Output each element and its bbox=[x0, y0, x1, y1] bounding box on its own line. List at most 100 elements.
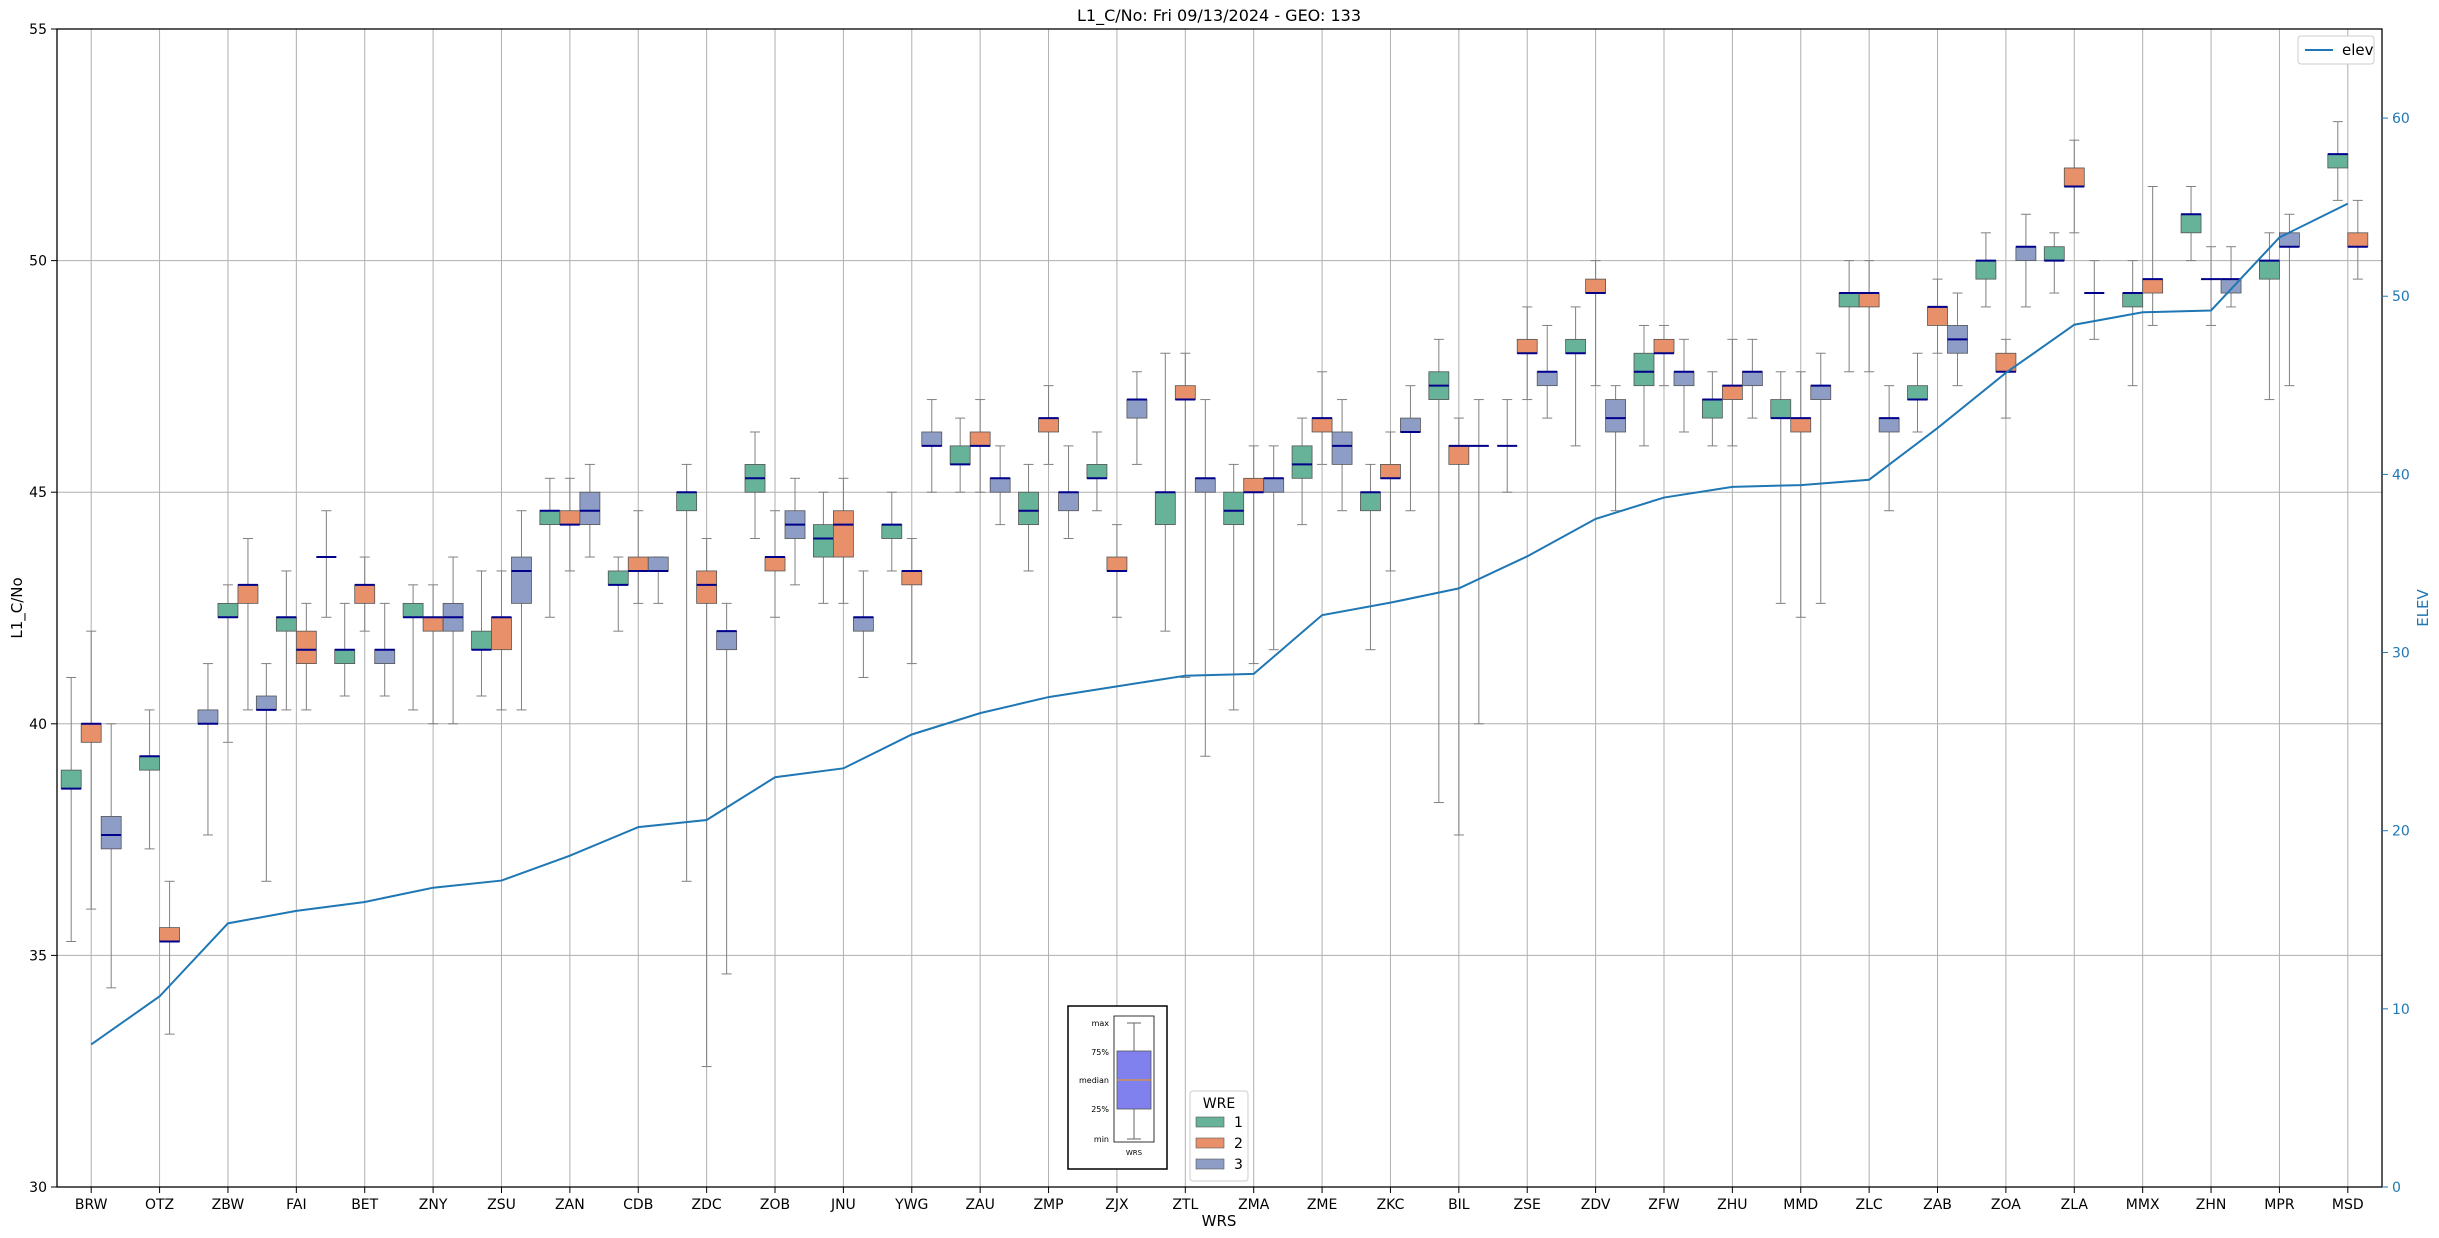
box-key-inset: max 75% median 25% min WRS bbox=[1067, 1005, 1168, 1170]
y2-tick-label: 20 bbox=[2392, 824, 2410, 840]
y2-axis-label: ELEV bbox=[2414, 588, 2432, 626]
box-wre-3 bbox=[1331, 431, 1353, 465]
y-axis-label: L1_C/No bbox=[8, 577, 27, 638]
box-wre-1 bbox=[1565, 338, 1587, 354]
box-group-ZBW bbox=[197, 538, 259, 836]
key-label-max: max bbox=[1092, 1019, 1110, 1028]
x-tick-label: ZMP bbox=[1033, 1197, 1063, 1213]
box-group-ZTL bbox=[1154, 352, 1216, 757]
x-tick-label: ZMA bbox=[1238, 1197, 1270, 1213]
key-label-q3: 75% bbox=[1091, 1048, 1109, 1057]
box-group-CDB bbox=[607, 510, 669, 632]
box-wre-1 bbox=[1018, 491, 1039, 526]
box-wre-1 bbox=[1701, 399, 1723, 419]
box-wre-2 bbox=[696, 570, 718, 604]
box-wre-2 bbox=[295, 630, 317, 664]
box-group-ZAU bbox=[949, 399, 1011, 526]
box-wre-1 bbox=[2043, 246, 2065, 261]
box-wre-1 bbox=[471, 630, 492, 651]
box-wre-2 bbox=[764, 556, 786, 572]
y2-tick-label: 10 bbox=[2392, 1002, 2410, 1018]
box-wre-2 bbox=[80, 723, 102, 743]
box-wre-1 bbox=[139, 755, 160, 771]
y-tick-label: 35 bbox=[29, 948, 47, 964]
x-tick-labels: BRW OTZ ZBW FAI BET ZNY ZSU ZAN CDB ZDC ZOB JNU YWG Z… bbox=[75, 1187, 2364, 1213]
box-wre-3 bbox=[1263, 477, 1285, 493]
box-wre-3 bbox=[1536, 371, 1558, 387]
key-label-median: median bbox=[1079, 1076, 1109, 1085]
key-inner-frame bbox=[1113, 1015, 1155, 1143]
box-wre-1 bbox=[812, 524, 834, 558]
x-tick-label: ZJX bbox=[1105, 1197, 1129, 1213]
box-group-ZME bbox=[1291, 371, 1353, 526]
box-wre-1 bbox=[881, 524, 903, 539]
box-group-MMD bbox=[1770, 352, 1832, 618]
box-group-ZAN bbox=[539, 463, 601, 618]
box-wre-2 bbox=[2063, 167, 2085, 187]
box-wre-1 bbox=[1770, 399, 1792, 419]
box-wre-2 bbox=[1790, 417, 1812, 433]
box-wre-1 bbox=[2122, 292, 2144, 308]
box-wre-2 bbox=[1243, 477, 1265, 493]
box-group-ZOB bbox=[744, 431, 806, 618]
elev-legend-label: elev bbox=[2342, 41, 2374, 59]
box-group-BET bbox=[334, 556, 396, 697]
box-wre-1 bbox=[1291, 445, 1313, 479]
x-tick-label: ZKC bbox=[1377, 1197, 1405, 1213]
x-tick-label: ZDC bbox=[692, 1197, 722, 1213]
box-wre-2 bbox=[354, 584, 376, 604]
box-wre-2 bbox=[1380, 464, 1401, 479]
box-wre-1 bbox=[1838, 292, 1860, 308]
box-wre-3 bbox=[1673, 371, 1695, 387]
box-wre-2 bbox=[901, 570, 923, 586]
wre-legend-swatch-2 bbox=[1195, 1137, 1225, 1149]
box-wre-3 bbox=[197, 709, 219, 725]
box-wre-2 bbox=[491, 616, 512, 651]
x-tick-label: ZOB bbox=[760, 1197, 790, 1213]
x-tick-label: ZAB bbox=[1923, 1197, 1952, 1213]
wre-legend-swatch-3 bbox=[1195, 1158, 1225, 1170]
plot-frame bbox=[56, 28, 2383, 1188]
box-wre-1 bbox=[607, 570, 629, 586]
y2-tick-labels: 0 10 20 30 40 50 60 bbox=[2382, 111, 2410, 1196]
box-wre-1 bbox=[1907, 385, 1928, 400]
box-wre-2 bbox=[2142, 278, 2164, 294]
chart-title: L1_C/No: Fri 09/13/2024 - GEO: 133 bbox=[1077, 6, 1361, 26]
box-wre-3 bbox=[374, 649, 396, 664]
x-tick-label: MSD bbox=[2332, 1197, 2364, 1213]
box-wre-1 bbox=[1154, 491, 1176, 526]
x-tick-label: ZME bbox=[1307, 1197, 1338, 1213]
y-tick-label: 30 bbox=[29, 1180, 47, 1196]
box-group-MMX bbox=[2122, 185, 2164, 387]
box-wre-3 bbox=[2015, 246, 2037, 261]
x-tick-label: ZDV bbox=[1581, 1197, 1611, 1213]
wre-legend-label-1: 1 bbox=[1234, 1115, 1243, 1131]
box-wre-2 bbox=[832, 510, 854, 558]
box-wre-1 bbox=[1633, 352, 1655, 387]
box-wre-1 bbox=[217, 602, 239, 618]
x-tick-label: ZOA bbox=[1991, 1197, 2021, 1213]
box-wre-2 bbox=[1858, 292, 1880, 308]
x-tick-label: ZTL bbox=[1172, 1197, 1198, 1213]
box-wre-1 bbox=[1975, 260, 1997, 280]
box-wre-3 bbox=[511, 556, 532, 604]
box-wre-3 bbox=[1058, 491, 1079, 512]
x-tick-label: BIL bbox=[1448, 1197, 1470, 1213]
box-wre-2 bbox=[1585, 278, 1607, 294]
box-wre-1 bbox=[60, 769, 82, 790]
box-wre-3 bbox=[852, 616, 874, 632]
y-tick-label: 40 bbox=[29, 717, 47, 733]
box-group-JNU bbox=[812, 477, 874, 678]
box-group-ZHN bbox=[2180, 185, 2242, 326]
box-wre-3 bbox=[1605, 399, 1627, 433]
box-wre-3 bbox=[255, 695, 277, 711]
box-wre-3 bbox=[579, 491, 601, 526]
box-wre-2 bbox=[1311, 417, 1333, 433]
x-tick-label: MMX bbox=[2126, 1197, 2160, 1213]
box-group-ZFW bbox=[1633, 324, 1695, 447]
box-wre-3 bbox=[1741, 371, 1763, 387]
box-wre-2 bbox=[627, 556, 649, 572]
box-group-ZSU bbox=[471, 510, 532, 711]
box-wre-1 bbox=[334, 649, 356, 664]
box-wre-3 bbox=[1194, 477, 1216, 493]
